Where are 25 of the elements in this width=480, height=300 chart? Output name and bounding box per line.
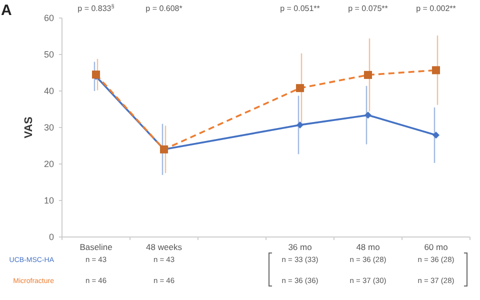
text: p = 0.051** bbox=[280, 4, 320, 13]
text: p = 0.833$^{§}$ bbox=[78, 3, 114, 13]
point bbox=[296, 121, 304, 128]
x-tick-label: 48 weeks bbox=[146, 242, 182, 252]
y-tick-label: 60 bbox=[44, 13, 54, 24]
text: p = 0.002** bbox=[416, 4, 456, 13]
point bbox=[296, 84, 304, 92]
point bbox=[432, 66, 440, 74]
point bbox=[432, 132, 440, 139]
x-tick-label: 60 mo bbox=[424, 242, 448, 252]
x-tick-label: 36 mo bbox=[288, 242, 312, 252]
x-tick-label: Baseline bbox=[80, 242, 113, 252]
point bbox=[364, 70, 372, 79]
text: A bbox=[1, 2, 12, 19]
y-tick-label: 30 bbox=[44, 122, 54, 133]
y-tick-label: 0 bbox=[48, 232, 54, 242]
text: p = 0.075** bbox=[348, 4, 388, 13]
y-axis-title: VAS bbox=[23, 116, 35, 138]
y-tick-label: 40 bbox=[44, 86, 54, 96]
y-tick-label: 50 bbox=[44, 50, 54, 60]
x-tick-label: 48 mo bbox=[356, 242, 380, 252]
text: p = 0.608* bbox=[146, 4, 182, 13]
point bbox=[364, 112, 372, 119]
y-tick-label: 20 bbox=[44, 159, 54, 170]
y-tick-label: 10 bbox=[44, 196, 54, 206]
